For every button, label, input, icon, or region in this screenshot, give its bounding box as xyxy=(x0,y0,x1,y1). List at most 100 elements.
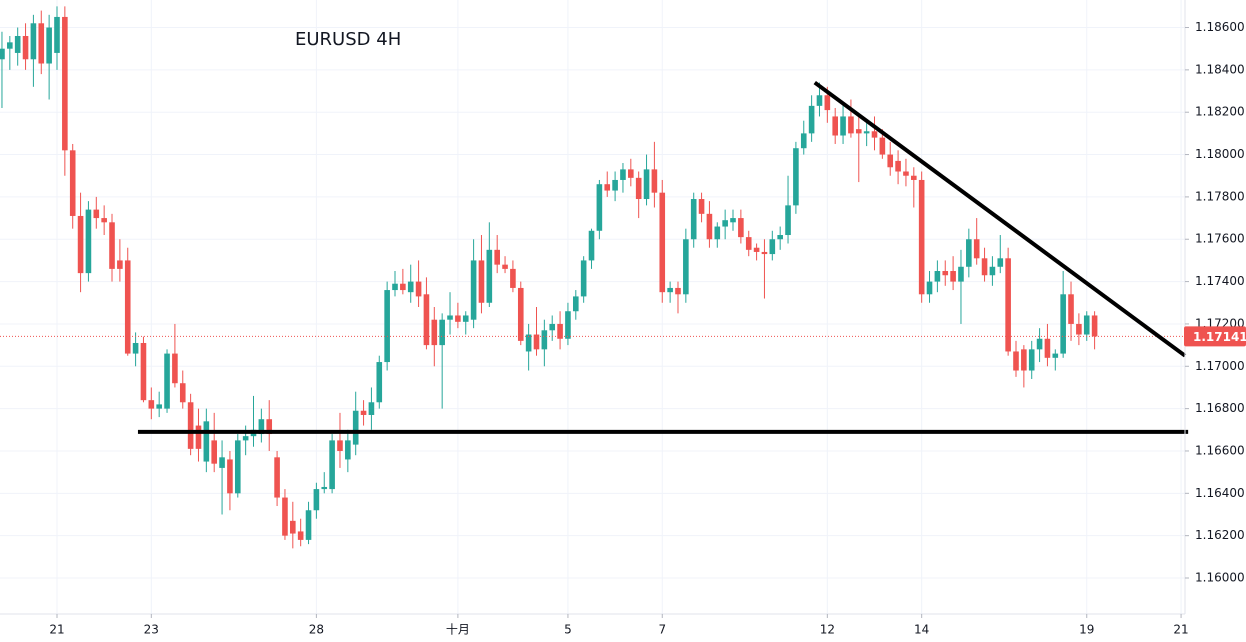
candle-body xyxy=(588,230,595,261)
candle-body xyxy=(643,169,650,200)
candle-body xyxy=(793,148,799,206)
candle-body xyxy=(14,35,21,53)
candle-body xyxy=(549,323,556,331)
candle-body xyxy=(879,137,886,155)
y-tick-label: 1.18200 xyxy=(1195,105,1245,119)
candle-body xyxy=(596,184,603,231)
candle-body xyxy=(439,319,445,346)
candle-body xyxy=(966,239,972,267)
candle-body xyxy=(1036,338,1043,350)
candle-body xyxy=(321,486,328,490)
y-tick-label: 1.16600 xyxy=(1195,443,1245,457)
candle-body xyxy=(384,290,390,363)
candle-body xyxy=(903,171,909,176)
candle-body xyxy=(7,42,13,49)
candle-body xyxy=(816,95,823,106)
candle-body xyxy=(1005,258,1011,352)
last-price-box xyxy=(1184,326,1246,347)
candle-body xyxy=(478,260,485,303)
x-tick-label: 21 xyxy=(1173,623,1188,637)
candle-body xyxy=(895,160,901,172)
candle-body xyxy=(85,209,92,274)
candle-body xyxy=(470,260,477,320)
candle-body xyxy=(227,459,233,494)
candle-body xyxy=(290,520,296,534)
x-tick-label: 十月 xyxy=(446,623,470,637)
candle-body xyxy=(203,421,210,462)
candle-body xyxy=(187,402,194,449)
candle-body xyxy=(1060,294,1066,354)
candle-body xyxy=(274,457,280,498)
candle-body xyxy=(517,287,524,341)
candle-body xyxy=(785,205,791,236)
candle-body xyxy=(572,296,579,312)
candle-body xyxy=(305,510,312,540)
candle-body xyxy=(510,268,516,288)
candle-body xyxy=(407,281,414,293)
y-tick-label: 1.18600 xyxy=(1195,20,1245,34)
x-tick-label: 5 xyxy=(564,623,572,637)
candle-body xyxy=(258,419,265,435)
candle-body xyxy=(1076,323,1082,335)
candle-body xyxy=(981,258,988,276)
y-tick-label: 1.17400 xyxy=(1195,274,1245,288)
candle-body xyxy=(360,410,367,415)
candle-body xyxy=(431,319,438,346)
y-tick-label: 1.16400 xyxy=(1195,486,1245,500)
candle-body xyxy=(400,283,406,291)
candle-body xyxy=(93,209,100,219)
candle-body xyxy=(54,16,60,53)
y-tick-label: 1.17000 xyxy=(1195,359,1245,373)
candle-body xyxy=(769,239,776,255)
candle-body xyxy=(651,169,658,193)
candle-body xyxy=(502,264,508,269)
candle-body xyxy=(863,131,870,134)
candle-body xyxy=(415,281,422,297)
candle-body xyxy=(612,179,618,191)
candle-body xyxy=(628,169,634,178)
candle-body xyxy=(525,334,532,352)
candle-body xyxy=(172,353,178,384)
candle-body xyxy=(124,260,131,354)
candle-body xyxy=(117,260,123,269)
candle-body xyxy=(1044,338,1051,358)
candle-body xyxy=(1083,315,1090,335)
candle-body xyxy=(604,184,611,191)
candle-body xyxy=(22,35,29,60)
candle-body xyxy=(242,436,249,441)
candle-body xyxy=(462,315,469,322)
y-tick-label: 1.16000 xyxy=(1195,571,1245,585)
candle-body xyxy=(447,315,453,320)
candle-body xyxy=(580,260,587,297)
candle-body xyxy=(132,342,139,354)
y-tick-label: 1.18400 xyxy=(1195,62,1245,76)
candle-body xyxy=(730,218,736,223)
y-tick-label: 1.16200 xyxy=(1195,528,1245,542)
candle-body xyxy=(871,131,878,138)
candle-body xyxy=(38,23,45,64)
candle-body xyxy=(761,251,768,255)
x-tick-label: 7 xyxy=(658,623,666,637)
candle-body xyxy=(855,129,862,134)
candle-body xyxy=(926,281,933,295)
candle-body xyxy=(832,116,838,136)
candle-body xyxy=(109,222,115,269)
x-tick-label: 23 xyxy=(144,623,159,637)
candle-body xyxy=(722,220,728,227)
candle-body xyxy=(46,27,52,64)
y-tick-label: 1.17600 xyxy=(1195,232,1245,246)
candle-body xyxy=(714,226,721,240)
candle-body xyxy=(329,440,335,490)
candle-body xyxy=(706,213,713,240)
x-tick-label: 14 xyxy=(914,623,929,637)
candle-body xyxy=(808,105,815,134)
candle-body xyxy=(1028,349,1035,371)
x-tick-label: 21 xyxy=(49,623,64,637)
candle-body xyxy=(195,425,202,449)
candle-body xyxy=(376,362,383,403)
candle-body xyxy=(140,342,147,401)
candle-body xyxy=(1013,351,1019,371)
candle-body xyxy=(753,247,760,252)
candle-body xyxy=(164,353,170,409)
